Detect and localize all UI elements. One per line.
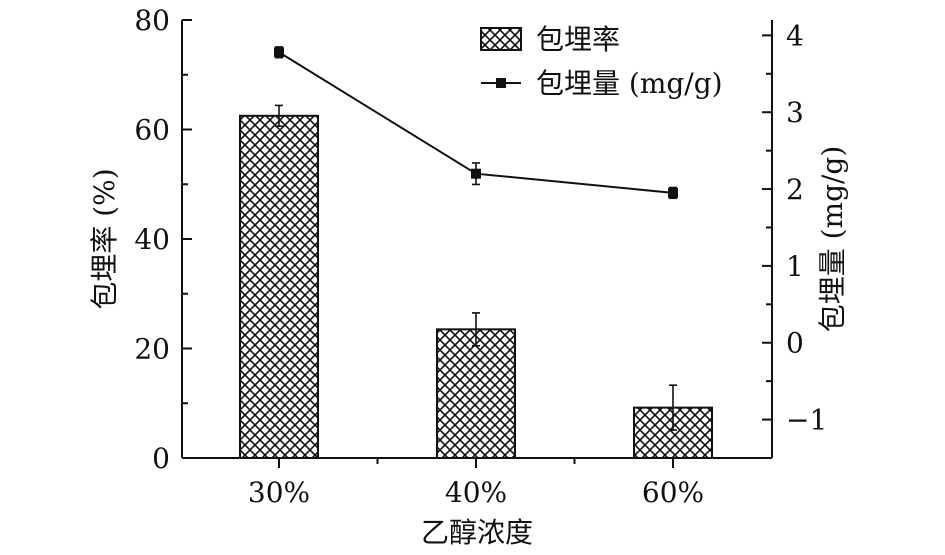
left-y-axis-title: 包埋率 (%) <box>88 168 121 309</box>
line-series <box>274 46 678 200</box>
left-tick-label: 80 <box>134 4 170 37</box>
right-y-axis-title: 包埋量 (mg/g) <box>816 146 849 333</box>
x-tick-label: 60% <box>642 476 704 509</box>
left-tick-label: 20 <box>134 333 170 366</box>
legend-bar-label: 包埋率 <box>536 23 620 56</box>
right-tick-label: 0 <box>786 327 804 360</box>
left-tick-label: 60 <box>134 114 170 147</box>
right-tick-label: −1 <box>786 404 827 437</box>
legend-marker-swatch <box>496 78 506 88</box>
x-axis-title: 乙醇浓度 <box>421 516 533 549</box>
right-tick-label: 3 <box>786 96 804 129</box>
bar <box>436 328 516 459</box>
x-tick-label: 40% <box>445 476 507 509</box>
legend-bar-swatch <box>480 27 522 51</box>
right-tick-label: 2 <box>786 173 804 206</box>
square-marker <box>668 187 678 198</box>
x-tick-label: 30% <box>248 476 310 509</box>
left-tick-label: 40 <box>134 223 170 256</box>
bar <box>239 114 319 459</box>
right-tick-label: 4 <box>786 19 804 52</box>
square-marker <box>471 168 481 179</box>
square-marker <box>274 47 284 58</box>
left-tick-label: 0 <box>152 442 170 475</box>
right-tick-label: 1 <box>786 250 804 283</box>
axes: 0 20 40 60 80 −1 0 1 2 3 4 30% 40% 60% <box>134 4 827 509</box>
bar-series <box>239 104 713 460</box>
axis-labels: 乙醇浓度 包埋率 (%) 包埋量 (mg/g) <box>88 146 849 549</box>
legend-line-label: 包埋量 (mg/g) <box>536 67 723 100</box>
